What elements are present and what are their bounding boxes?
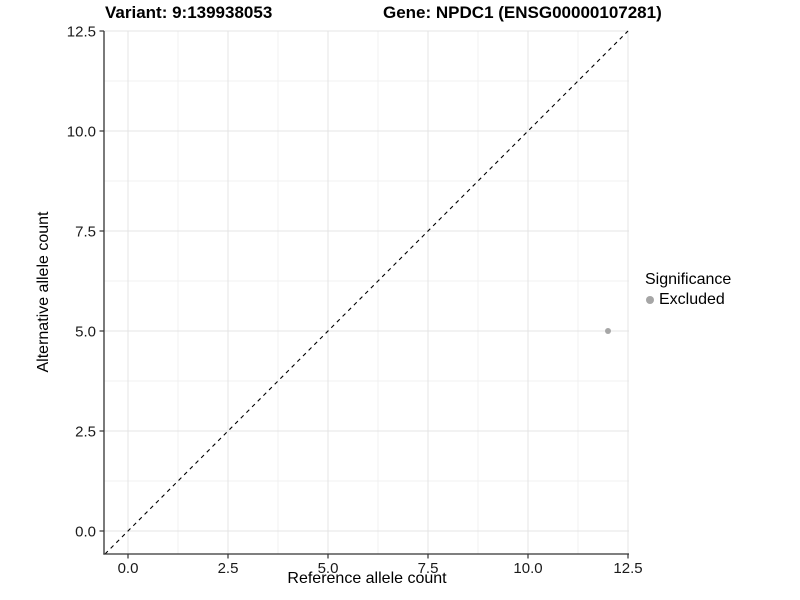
legend: Significance Excluded	[645, 271, 731, 309]
x-tick-label: 5.0	[318, 560, 339, 577]
x-tick-label: 12.5	[613, 560, 642, 577]
legend-item-excluded: Excluded	[645, 291, 731, 309]
y-tick-label: 2.5	[75, 424, 96, 441]
y-tick-label: 7.5	[75, 224, 96, 241]
y-tick-label: 0.0	[75, 524, 96, 541]
x-tick-label: 7.5	[418, 560, 439, 577]
plot-title-gene: Gene: NPDC1 (ENSG00000107281)	[383, 3, 662, 22]
x-axis-label: Reference allele count	[287, 570, 447, 587]
plot-title-variant: Variant: 9:139938053	[105, 3, 273, 22]
data-point	[605, 328, 611, 334]
x-tick-label: 10.0	[513, 560, 542, 577]
excluded-point-icon	[646, 296, 654, 304]
y-tick-label: 12.5	[67, 24, 96, 41]
x-tick-label: 2.5	[218, 560, 239, 577]
legend-title: Significance	[645, 271, 732, 288]
y-tick-label: 5.0	[75, 324, 96, 341]
x-tick-label: 0.0	[118, 560, 139, 577]
legend-item-label: Excluded	[659, 291, 725, 308]
identity-line	[104, 30, 629, 555]
y-axis-label: Alternative allele count	[35, 211, 52, 373]
y-tick-label: 10.0	[67, 124, 96, 141]
